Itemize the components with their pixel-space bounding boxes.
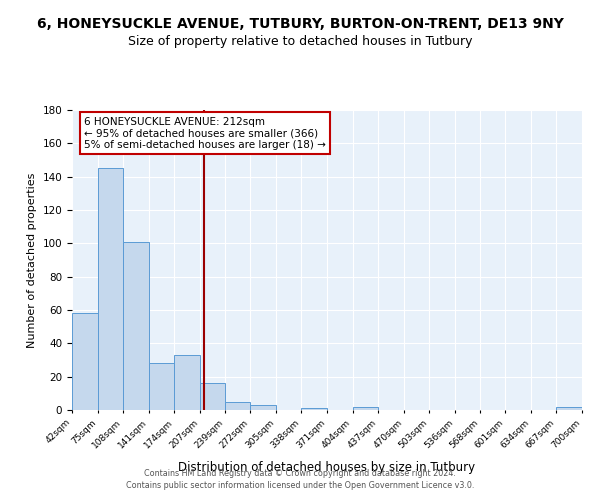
X-axis label: Distribution of detached houses by size in Tutbury: Distribution of detached houses by size … (178, 461, 476, 474)
Bar (301, 408, 327, 410)
Bar (72, 314, 98, 410)
Text: 6, HONEYSUCKLE AVENUE, TUTBURY, BURTON-ON-TRENT, DE13 9NY: 6, HONEYSUCKLE AVENUE, TUTBURY, BURTON-O… (37, 18, 563, 32)
Text: Size of property relative to detached houses in Tutbury: Size of property relative to detached ho… (128, 35, 472, 48)
Y-axis label: Number of detached properties: Number of detached properties (27, 172, 37, 348)
Bar (353, 406, 378, 410)
Bar (556, 406, 582, 410)
Text: 6 HONEYSUCKLE AVENUE: 212sqm
← 95% of detached houses are smaller (366)
5% of se: 6 HONEYSUCKLE AVENUE: 212sqm ← 95% of de… (85, 116, 326, 150)
Bar (224, 402, 250, 410)
Bar (98, 168, 123, 410)
Text: Contains HM Land Registry data © Crown copyright and database right 2024.: Contains HM Land Registry data © Crown c… (144, 468, 456, 477)
Bar (123, 242, 149, 410)
Bar (149, 364, 175, 410)
Bar (250, 405, 276, 410)
Bar (200, 384, 224, 410)
Bar (175, 355, 200, 410)
Text: Contains public sector information licensed under the Open Government Licence v3: Contains public sector information licen… (126, 481, 474, 490)
